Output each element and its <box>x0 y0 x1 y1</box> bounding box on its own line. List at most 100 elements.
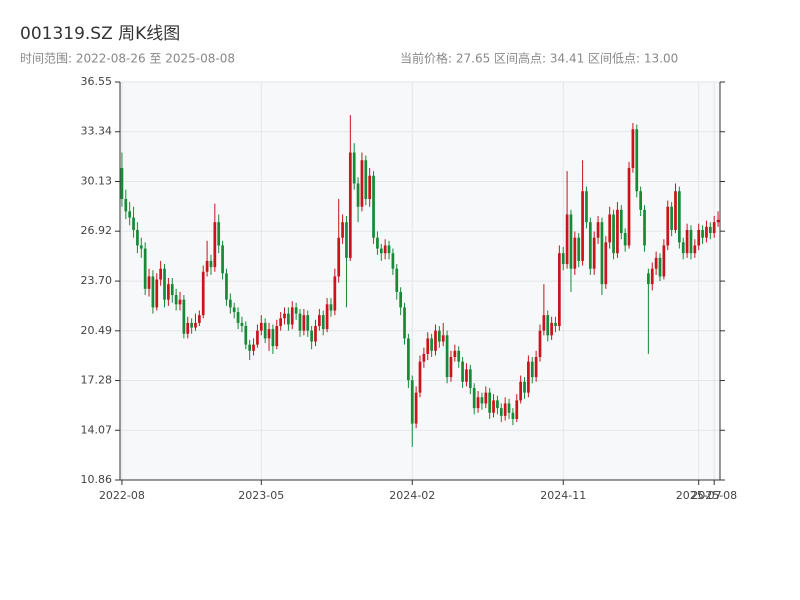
candle-body <box>159 268 162 280</box>
candle-body <box>507 403 511 413</box>
candle-body <box>426 338 430 354</box>
candle-body <box>217 222 221 246</box>
candle-body <box>658 257 662 277</box>
x-tick-label: 2024-11 <box>540 489 586 502</box>
x-tick-label: 2025-08 <box>691 489 737 502</box>
candle-body <box>290 307 294 325</box>
candle-body <box>170 284 174 296</box>
candle-body <box>345 222 348 258</box>
candle-body <box>124 198 128 212</box>
candle-body <box>205 260 209 272</box>
candle-body <box>538 330 542 357</box>
candle-body <box>422 353 426 362</box>
candle-body <box>341 222 344 238</box>
candle-body <box>685 229 689 254</box>
candle-body <box>348 152 352 258</box>
candle-body <box>650 268 654 285</box>
candle-body <box>132 217 135 230</box>
candle-body <box>194 322 197 328</box>
candle-body <box>379 248 383 254</box>
candle-body <box>120 167 124 199</box>
candle-body <box>496 400 499 409</box>
candle-body <box>492 400 495 413</box>
candle-body <box>287 313 290 325</box>
candle-body <box>488 392 492 413</box>
y-tick-label: 33.34 <box>81 125 113 138</box>
candle-body <box>639 191 642 210</box>
candle-body <box>465 369 468 382</box>
candle-body <box>499 408 503 416</box>
candle-body <box>387 245 391 254</box>
candle-body <box>352 152 356 184</box>
y-tick-label: 36.55 <box>81 75 113 88</box>
candle-body <box>283 313 286 319</box>
candle-body <box>612 214 615 254</box>
candle-body <box>167 284 170 300</box>
candle-body <box>368 175 372 199</box>
candle-body <box>457 350 461 362</box>
candle-body <box>674 191 677 230</box>
candle-body <box>298 313 302 331</box>
candle-body <box>712 222 716 234</box>
candle-body <box>360 160 364 207</box>
candle-body <box>534 356 538 378</box>
subtitle: 当前价格: 27.65 区间高点: 34.41 区间低点: 13.00 <box>400 51 678 66</box>
y-tick-label: 17.28 <box>81 374 113 387</box>
candle-body <box>128 211 132 218</box>
candle-body <box>244 326 248 345</box>
candle-body <box>418 361 422 393</box>
candle-body <box>314 326 317 342</box>
candle-body <box>577 237 581 261</box>
candle-body <box>654 257 658 269</box>
x-tick-label: 2025-07 <box>676 489 722 502</box>
candle-body <box>569 214 573 269</box>
candle-body <box>561 253 565 265</box>
candle-body <box>542 315 546 331</box>
candle-body <box>449 356 453 378</box>
candle-body <box>329 304 333 311</box>
candle-body <box>259 322 263 331</box>
candle-body <box>565 214 569 265</box>
candle-body <box>364 160 368 199</box>
candle-body <box>151 276 155 308</box>
candle-body <box>550 322 553 336</box>
candle-body <box>325 304 329 330</box>
candle-body <box>604 242 608 285</box>
candle-body <box>484 392 488 404</box>
candle-body <box>399 291 402 308</box>
candle-body <box>178 299 182 305</box>
candle-body <box>143 248 147 289</box>
y-tick-label: 10.86 <box>81 473 113 486</box>
candle-body <box>573 237 577 269</box>
x-tick-label: 2023-05 <box>238 489 284 502</box>
candle-body <box>647 273 650 285</box>
candle-body <box>201 271 205 316</box>
candle-body <box>581 191 584 261</box>
candle-body <box>174 295 178 305</box>
candle-body <box>333 276 337 311</box>
y-tick-label: 20.49 <box>81 324 113 337</box>
candle-body <box>318 315 321 327</box>
y-tick-label: 14.07 <box>81 423 113 436</box>
candle-body <box>681 242 685 254</box>
candle-body <box>155 279 159 308</box>
candle-body <box>236 312 240 323</box>
candle-body <box>252 344 255 351</box>
y-tick-label: 23.70 <box>81 274 113 287</box>
candle-body <box>248 344 252 351</box>
candle-body <box>414 392 418 424</box>
x-tick-label: 2022-08 <box>99 489 145 502</box>
candle-body <box>372 175 375 238</box>
candle-body <box>186 322 190 334</box>
candle-body <box>585 191 588 223</box>
candle-body <box>511 412 515 419</box>
candle-body <box>395 268 399 292</box>
y-tick-label: 26.92 <box>81 224 113 237</box>
candle-body <box>441 335 445 342</box>
candle-body <box>321 315 325 330</box>
candle-body <box>472 387 476 409</box>
candle-body <box>701 229 704 238</box>
candle-body <box>294 307 298 314</box>
